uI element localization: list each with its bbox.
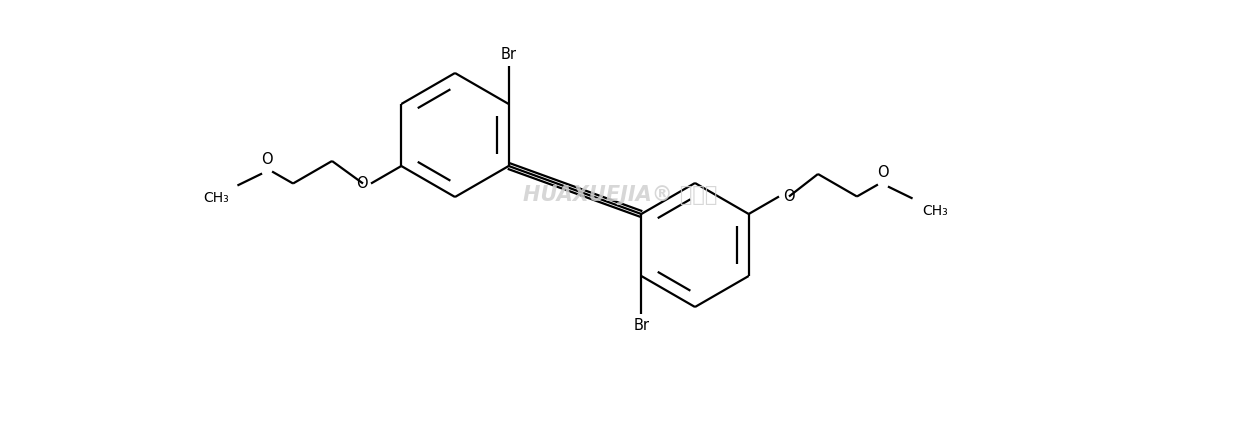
Text: CH₃: CH₃ — [204, 191, 230, 205]
Text: O: O — [261, 151, 273, 166]
Text: O: O — [357, 176, 368, 191]
Text: Br: Br — [500, 47, 517, 62]
Text: O: O — [783, 189, 794, 204]
Text: CH₃: CH₃ — [923, 203, 948, 217]
Text: HUAXUEJIA® 化学加: HUAXUEJIA® 化学加 — [523, 185, 718, 205]
Text: Br: Br — [634, 318, 650, 333]
Text: O: O — [877, 165, 889, 180]
